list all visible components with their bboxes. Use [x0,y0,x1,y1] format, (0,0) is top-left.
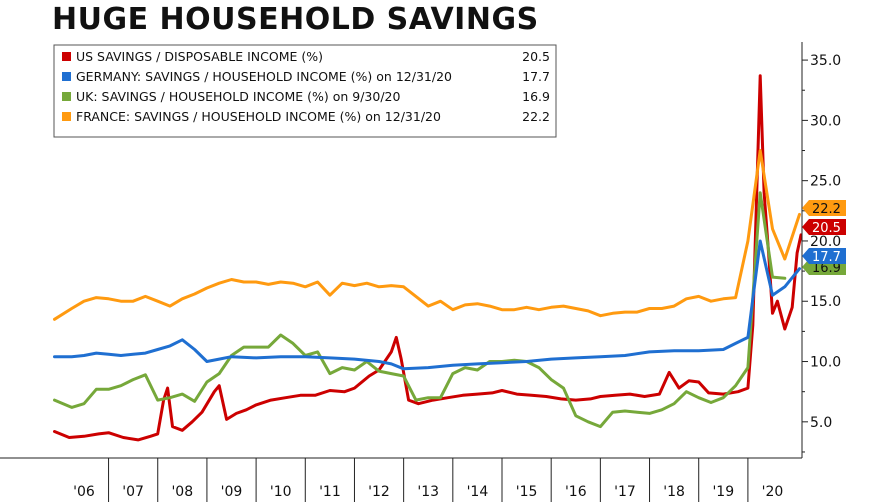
legend-entry-label: FRANCE: SAVINGS / HOUSEHOLD INCOME (%) o… [76,109,441,124]
last-value-badge-us [802,219,846,235]
x-tick-label: '18 [663,484,685,500]
legend-swatch [62,92,71,101]
y-tick-label: 30.0 [810,113,841,129]
last-value-label: 22.2 [812,202,841,217]
x-tick-label: '08 [171,484,193,500]
legend-swatch [62,52,71,61]
legend-swatch [62,112,71,121]
x-tick-label: '20 [762,484,784,500]
series-line-france [53,149,801,321]
x-axis: '06 '07 '08 '09 '10 '11 '12 '13 '14 '15 '16 '17 '18 '… [0,457,802,502]
last-value-label: 17.7 [812,250,841,265]
x-tick-label: '11 [319,484,341,500]
x-tick-label: '07 [122,484,144,500]
legend-swatch [62,72,71,81]
y-tick-label: 10.0 [810,355,841,371]
y-tick-label: 20.0 [810,234,841,250]
y-tick-label: 35.0 [810,53,841,69]
x-tick-label: '19 [712,484,734,500]
series-line-uk [53,191,787,429]
y-tick-label: 5.0 [810,415,832,431]
page-title: HUGE HOUSEHOLD SAVINGS [52,2,539,37]
x-tick-label: '10 [270,484,292,500]
series-line-us [53,74,803,442]
y-axis: 5.0 10.0 15.0 20.0 25.0 30.0 35.0 [801,42,841,458]
x-tick-label: '13 [417,484,439,500]
series-line-germany [53,239,801,371]
x-tick-label: '16 [565,484,587,500]
y-tick-label: 25.0 [810,174,841,190]
legend-entry-value: 17.7 [522,69,550,84]
x-tick-label: '15 [516,484,538,500]
series-lines [53,74,803,442]
x-tick-label: '17 [614,484,636,500]
legend-entry-label: UK: SAVINGS / HOUSEHOLD INCOME (%) on 9/… [76,89,400,104]
legend-entry-label: GERMANY: SAVINGS / HOUSEHOLD INCOME (%) … [76,69,452,84]
last-value-badges: 16.917.7 20.5 22.2 [802,200,846,276]
x-tick-label: '06 [73,484,95,500]
last-value-badge-germany [802,248,846,264]
x-tick-label: '09 [221,484,243,500]
legend-entry-label: US SAVINGS / DISPOSABLE INCOME (%) [76,49,323,64]
legend-box [53,44,557,138]
x-tick-label: '14 [467,484,489,500]
legend: US SAVINGS / DISPOSABLE INCOME (%) 20.5 GE… [53,44,557,138]
legend-entry-value: 20.5 [522,49,550,64]
last-value-label: 16.9 [812,261,841,276]
x-tick-label: '12 [368,484,390,500]
legend-entry-value: 22.2 [522,109,550,124]
y-tick-label: 15.0 [810,294,841,310]
last-value-label: 20.5 [812,221,841,236]
legend-entry-value: 16.9 [522,89,550,104]
last-value-badge-france [802,200,846,216]
